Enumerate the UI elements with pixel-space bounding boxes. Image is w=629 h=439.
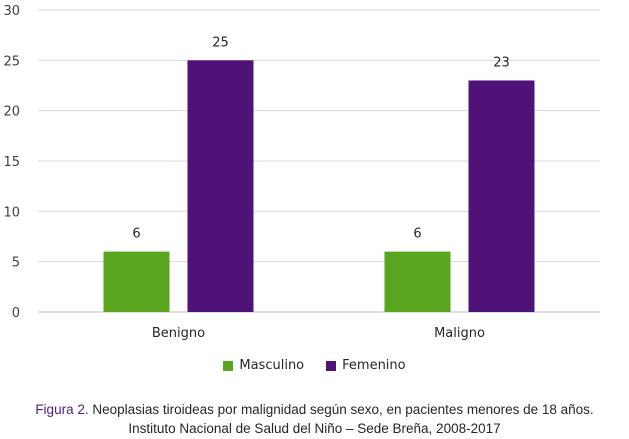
legend: Masculino Femenino: [0, 358, 629, 373]
legend-swatch: [223, 360, 234, 371]
caption-label: Figura 2.: [35, 402, 89, 417]
y-tick-label: 15: [3, 155, 20, 170]
figure-caption: Figura 2. Neoplasias tiroideas por malig…: [0, 400, 629, 438]
category-labels: Benigno Maligno: [152, 326, 485, 341]
category-label-maligno: Maligno: [434, 326, 485, 341]
y-tick-label: 20: [3, 105, 20, 120]
bar-femenino-benigno: [187, 60, 254, 313]
y-tick-label: 10: [3, 205, 20, 220]
legend-swatch: [326, 360, 337, 371]
legend-item-masculino: Masculino: [223, 358, 304, 373]
y-tick-label: 25: [3, 54, 20, 69]
y-tick-label: 5: [12, 256, 20, 271]
data-label: 25: [212, 35, 229, 50]
bars: [103, 60, 535, 313]
data-label: 23: [493, 55, 510, 70]
bar-femenino-maligno: [468, 80, 535, 312]
bar-masculino-benigno: [103, 251, 170, 312]
legend-label: Masculino: [239, 358, 305, 373]
caption-line1: Neoplasias tiroideas por malignidad segú…: [92, 402, 594, 417]
y-axis-ticks: 0 5 10 15 20 25 30: [3, 4, 20, 321]
data-labels: 6 25 6 23: [132, 35, 509, 241]
legend-label: Femenino: [342, 358, 406, 373]
y-tick-label: 30: [3, 4, 20, 19]
caption-line2: Instituto Nacional de Salud del Niño – S…: [128, 421, 501, 436]
bar-chart: 0 5 10 15 20 25 30 6 25 6 23 Benigno Maligno: [3, 4, 600, 341]
legend-item-femenino: Femenino: [326, 358, 406, 373]
data-label: 6: [132, 227, 140, 242]
data-label: 6: [413, 227, 421, 242]
y-tick-label: 0: [12, 306, 20, 321]
bar-masculino-maligno: [384, 251, 451, 312]
category-label-benigno: Benigno: [152, 326, 205, 341]
